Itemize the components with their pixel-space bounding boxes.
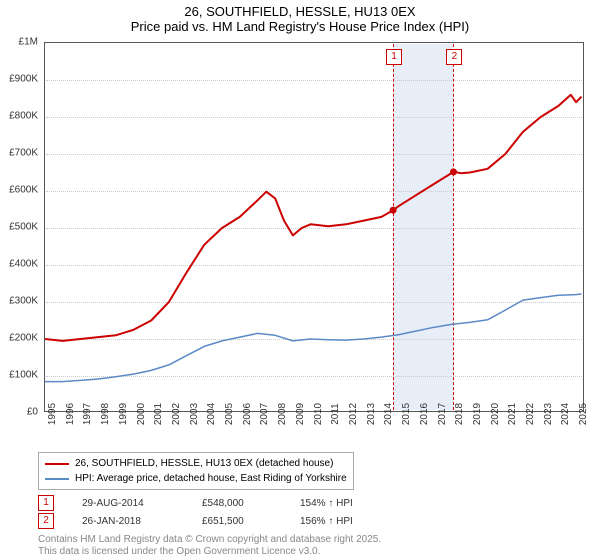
chart-title: 26, SOUTHFIELD, HESSLE, HU13 0EX [0, 4, 600, 19]
x-tick-label: 2006 [242, 403, 253, 425]
sale-marker-icon: 1 [38, 495, 54, 511]
legend-item: HPI: Average price, detached house, East… [45, 471, 347, 486]
x-tick-label: 2001 [153, 403, 164, 425]
x-tick-label: 2018 [454, 403, 465, 425]
x-tick-label: 1997 [82, 403, 93, 425]
x-tick-label: 2007 [259, 403, 270, 425]
legend-swatch [45, 463, 69, 465]
series-marker-dot [450, 168, 457, 175]
y-tick-label: £400K [9, 259, 38, 270]
y-tick-label: £0 [27, 407, 38, 418]
sale-row: 2 26-JAN-2018 £651,500 156% ↑ HPI [38, 512, 390, 530]
sale-hpi-pct: 154% ↑ HPI [300, 498, 390, 509]
x-tick-label: 1996 [65, 403, 76, 425]
sale-price: £651,500 [202, 516, 272, 527]
attribution-line-2: This data is licensed under the Open Gov… [38, 546, 381, 558]
chart-area: 12 £0£100K£200K£300K£400K£500K£600K£700K… [44, 42, 584, 412]
title-block: 26, SOUTHFIELD, HESSLE, HU13 0EX Price p… [0, 0, 600, 34]
legend-label: 26, SOUTHFIELD, HESSLE, HU13 0EX (detach… [75, 458, 333, 469]
x-tick-label: 2008 [277, 403, 288, 425]
y-tick-label: £800K [9, 111, 38, 122]
sale-date: 29-AUG-2014 [82, 498, 174, 509]
sales-table: 1 29-AUG-2014 £548,000 154% ↑ HPI 2 26-JAN-20… [38, 494, 390, 530]
x-tick-label: 2020 [490, 403, 501, 425]
plot-region: 12 [44, 42, 584, 412]
y-tick-label: £1M [19, 37, 38, 48]
x-tick-label: 2014 [383, 403, 394, 425]
x-tick-label: 2000 [136, 403, 147, 425]
x-tick-label: 2019 [472, 403, 483, 425]
x-tick-label: 2004 [206, 403, 217, 425]
y-tick-label: £900K [9, 74, 38, 85]
x-tick-label: 2015 [401, 403, 412, 425]
x-tick-label: 2022 [525, 403, 536, 425]
x-tick-label: 2003 [189, 403, 200, 425]
chart-subtitle: Price paid vs. HM Land Registry's House … [0, 19, 600, 34]
x-tick-label: 2013 [366, 403, 377, 425]
y-tick-label: £100K [9, 370, 38, 381]
x-tick-label: 2011 [330, 403, 341, 425]
sale-row: 1 29-AUG-2014 £548,000 154% ↑ HPI [38, 494, 390, 512]
x-tick-label: 1995 [47, 403, 58, 425]
x-tick-label: 1999 [118, 403, 129, 425]
x-tick-label: 2012 [348, 403, 359, 425]
series-line [45, 95, 582, 341]
attribution-line-1: Contains HM Land Registry data © Crown c… [38, 534, 381, 546]
x-tick-label: 2021 [507, 403, 518, 425]
y-tick-label: £700K [9, 148, 38, 159]
x-tick-label: 2023 [543, 403, 554, 425]
attribution-text: Contains HM Land Registry data © Crown c… [38, 534, 381, 558]
y-tick-label: £600K [9, 185, 38, 196]
x-tick-label: 2017 [437, 403, 448, 425]
x-tick-label: 1998 [100, 403, 111, 425]
x-tick-label: 2025 [578, 403, 589, 425]
series-line [45, 294, 582, 382]
chart-container: 26, SOUTHFIELD, HESSLE, HU13 0EX Price p… [0, 0, 600, 560]
y-tick-label: £200K [9, 333, 38, 344]
sale-date: 26-JAN-2018 [82, 516, 174, 527]
x-tick-label: 2024 [560, 403, 571, 425]
series-marker-dot [390, 207, 397, 214]
sale-price: £548,000 [202, 498, 272, 509]
legend-swatch [45, 478, 69, 480]
x-tick-label: 2016 [419, 403, 430, 425]
sale-hpi-pct: 156% ↑ HPI [300, 516, 390, 527]
series-svg [45, 43, 585, 413]
x-tick-label: 2005 [224, 403, 235, 425]
x-tick-label: 2009 [295, 403, 306, 425]
legend-label: HPI: Average price, detached house, East… [75, 473, 347, 484]
x-tick-label: 2002 [171, 403, 182, 425]
sale-marker-icon: 2 [38, 513, 54, 529]
legend-item: 26, SOUTHFIELD, HESSLE, HU13 0EX (detach… [45, 456, 347, 471]
legend: 26, SOUTHFIELD, HESSLE, HU13 0EX (detach… [38, 452, 354, 490]
y-tick-label: £500K [9, 222, 38, 233]
x-tick-label: 2010 [313, 403, 324, 425]
y-tick-label: £300K [9, 296, 38, 307]
